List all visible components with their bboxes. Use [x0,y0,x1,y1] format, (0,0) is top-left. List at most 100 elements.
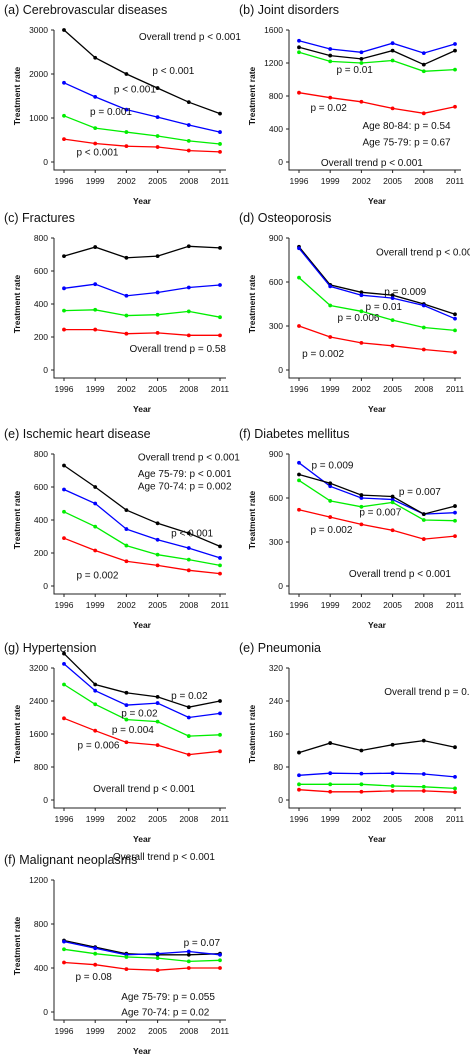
p-value-annotation: Overall trend p = 0.75 [384,687,470,698]
data-point [359,504,364,509]
p-value-annotation: p = 0.006 [78,740,120,751]
data-point [155,86,160,90]
y-tick-label: 200 [34,332,48,342]
data-point [155,552,160,557]
data-point [93,282,98,287]
series-line [63,511,221,567]
data-point [328,95,333,100]
data-point [328,789,333,794]
data-point [62,463,66,468]
x-tick-label: 2005 [148,600,167,610]
x-tick-label: 2002 [117,814,136,824]
chart-panel: (b) Joint disorders 0 400 800 1200 1600 1996 19… [235,0,470,206]
series-line [298,46,456,66]
data-point [297,750,301,755]
y-tick-label: 800 [269,91,283,101]
chart-svg: (f) Diabetes mellitus 0 300 600 900 1996 1999 2… [239,427,464,630]
data-point [390,58,395,63]
data-point [297,773,301,778]
data-point [62,947,66,952]
y-tick-label: 160 [269,729,283,739]
y-tick-label: 900 [269,449,283,459]
series-line [63,653,221,708]
data-point [453,312,457,317]
y-tick-label: 600 [269,493,283,503]
data-point [155,743,160,748]
y-tick-label: 600 [34,266,48,276]
data-point [359,782,364,787]
x-tick-label: 1996 [290,814,309,824]
x-tick-label: 2002 [352,384,371,394]
x-tick-label: 1996 [55,176,74,186]
x-tick-label: 2002 [117,1026,136,1036]
data-point [186,309,191,314]
data-point [93,501,98,506]
y-axis-label: Treatment rate [12,490,22,549]
p-value-annotation: Age 70-74: p = 0.02 [121,1007,210,1018]
data-point [124,144,129,149]
data-point [297,90,301,95]
data-point [421,62,426,67]
x-tick-label: 2008 [179,1026,198,1036]
data-point [390,497,395,502]
p-value-annotation: Age 80-84: p = 0.54 [362,121,451,132]
axes-lines [53,668,226,809]
data-point [155,115,160,120]
data-point [218,571,222,576]
data-point [390,771,395,776]
data-point [186,568,191,573]
data-point [328,59,333,64]
data-point [218,966,222,970]
x-tick-label: 2008 [179,176,198,186]
data-point [155,254,160,259]
x-tick-label: 1999 [86,1026,105,1036]
y-tick-label: 1000 [29,113,48,123]
p-value-annotation: p = 0.07 [184,938,221,949]
p-value-annotation: p = 0.009 [311,461,353,472]
series-line [298,473,456,515]
data-point [62,716,66,721]
x-tick-label: 2002 [352,176,371,186]
axes-lines [288,30,461,171]
data-point [297,478,301,483]
data-point [62,254,66,259]
data-point [93,327,98,332]
data-point [390,528,395,533]
data-point [62,487,66,492]
data-point [421,51,426,55]
x-tick-label: 1999 [321,384,340,394]
p-value-annotation: Age 75-79: p = 0.055 [121,992,215,1003]
series-line [63,948,221,963]
data-point [421,537,426,541]
data-point [328,481,333,486]
data-point [453,790,457,795]
x-tick-label: 2008 [414,176,433,186]
series-line [298,479,456,522]
data-point [218,952,222,957]
data-point [390,296,395,301]
data-point [297,246,301,251]
data-point [93,307,98,312]
data-point [124,130,129,134]
chart-panel: (f) Malignant neoplasms 0 400 800 1200 1996 19… [0,850,235,1056]
data-point [218,749,222,754]
data-point [390,343,395,348]
data-point [359,61,364,65]
data-point [390,784,395,788]
data-point [218,958,222,963]
data-point [297,507,301,512]
data-point [328,499,333,503]
chart-title: (e) Pneumonia [239,641,321,655]
data-point [359,290,364,295]
x-tick-label: 1996 [55,600,74,610]
chart-title: (f) Malignant neoplasms [4,853,137,867]
data-point [359,748,364,753]
p-value-annotation: p = 0.02 [121,708,158,719]
chart-panel: (e) Ischemic heart disease 0 200 400 600 800 1… [0,424,240,630]
y-tick-label: 2400 [29,696,48,706]
p-value-annotation: Overall trend p < 0.001 [139,32,241,43]
y-tick-label: 2000 [29,69,48,79]
chart-title: (a) Cerebrovascular diseases [4,3,167,17]
data-point [359,99,364,104]
data-point [453,104,457,109]
